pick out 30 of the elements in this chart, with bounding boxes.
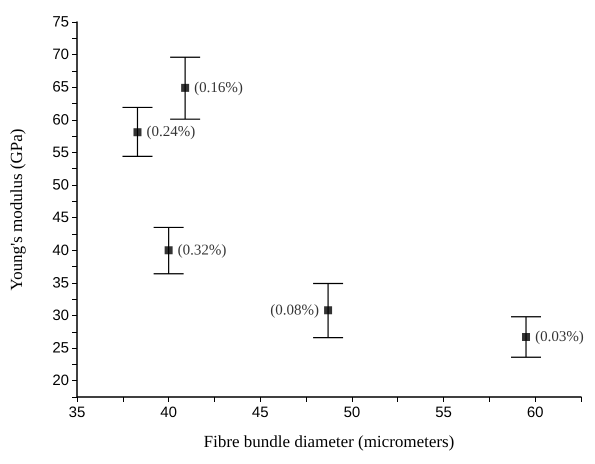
x-tick-label: 50 (344, 404, 360, 421)
y-axis-title: Young's modulus (GPa) (7, 128, 26, 290)
y-tick-label: 75 (52, 14, 69, 30)
x-tick-label: 35 (68, 404, 86, 421)
y-tick-label: 70 (52, 46, 69, 64)
point (133, 128, 142, 136)
annotation: (0.03%) (535, 329, 584, 345)
y-tick-label: 45 (52, 209, 69, 226)
y-tick-label: 35 (52, 274, 69, 292)
y-tick-label: 20 (52, 372, 69, 390)
y-tick-label: 65 (52, 78, 69, 96)
y-tick-label: 30 (52, 306, 69, 324)
x-axis-title: Fibre bundle diameter (micrometers) (204, 432, 454, 451)
y-tick-label: 60 (52, 111, 69, 128)
x-tick-label: 55 (435, 404, 452, 421)
annotation: (0.16%) (194, 80, 243, 96)
annotation: (0.08%) (270, 302, 320, 318)
point (324, 306, 332, 314)
y-tick-label: 25 (52, 340, 69, 357)
annotation: (0.24%) (146, 124, 196, 140)
x-tick-label: 40 (160, 404, 177, 421)
annotation: (0.32%) (178, 242, 226, 258)
y-tick-label: 50 (52, 176, 69, 194)
point (522, 333, 530, 341)
point (181, 84, 190, 92)
y-tick-label: 40 (52, 242, 69, 259)
x-tick-label: 60 (526, 404, 544, 421)
point (164, 246, 173, 254)
x-tick-label: 45 (252, 404, 269, 421)
y-tick-label: 55 (52, 144, 69, 161)
